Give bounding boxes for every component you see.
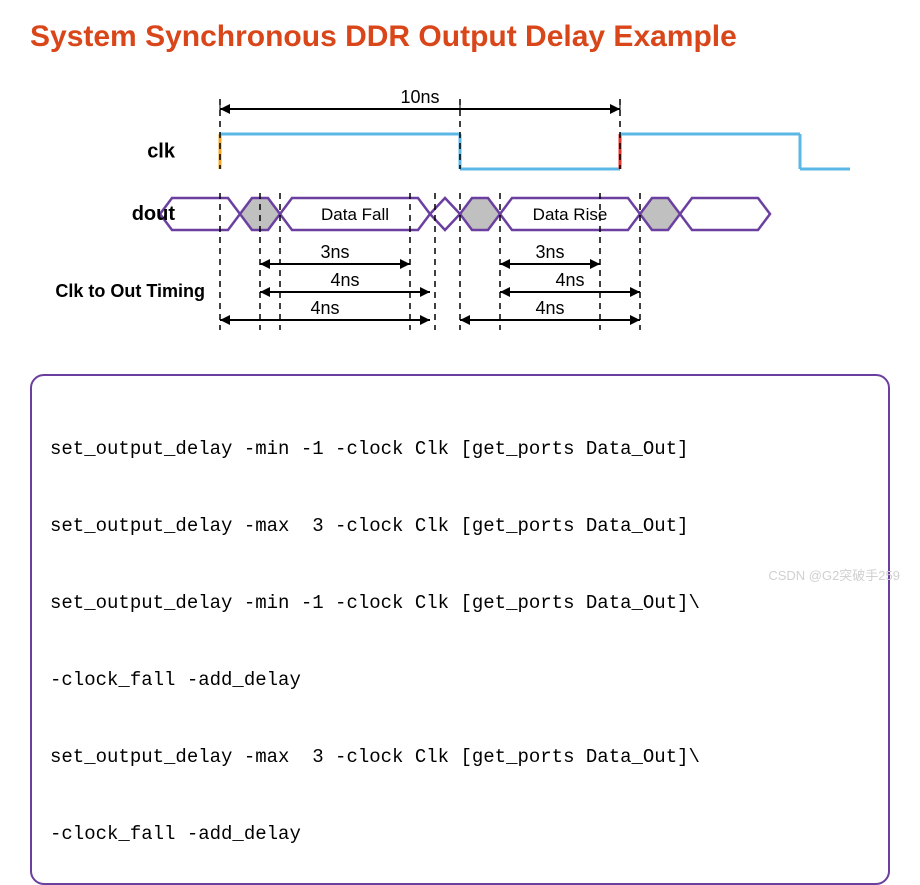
svg-text:Data Fall: Data Fall xyxy=(321,205,389,224)
code-line: -clock_fall -add_delay xyxy=(50,668,870,694)
svg-text:4ns: 4ns xyxy=(310,298,339,318)
svg-text:Data Rise: Data Rise xyxy=(533,205,608,224)
timing-svg: 10ns clk Data Fall Data Rise dout Clk to Out … xyxy=(30,74,890,354)
svg-text:4ns: 4ns xyxy=(535,298,564,318)
svg-text:10ns: 10ns xyxy=(400,87,439,107)
svg-text:4ns: 4ns xyxy=(555,270,584,290)
code-line: set_output_delay -max 3 -clock Clk [get_… xyxy=(50,514,870,540)
page-title: System Synchronous DDR Output Delay Exam… xyxy=(30,20,890,54)
code-line: -clock_fall -add_delay xyxy=(50,822,870,848)
svg-text:Clk to Out Timing: Clk to Out Timing xyxy=(55,281,205,301)
svg-text:4ns: 4ns xyxy=(330,270,359,290)
code-line: set_output_delay -min -1 -clock Clk [get… xyxy=(50,437,870,463)
code-line: set_output_delay -max 3 -clock Clk [get_… xyxy=(50,745,870,771)
svg-text:3ns: 3ns xyxy=(320,242,349,262)
code-block: set_output_delay -min -1 -clock Clk [get… xyxy=(30,374,890,885)
timing-diagram: 10ns clk Data Fall Data Rise dout Clk to Out … xyxy=(30,74,890,354)
svg-text:3ns: 3ns xyxy=(535,242,564,262)
svg-text:dout: dout xyxy=(132,203,176,225)
code-line: set_output_delay -min -1 -clock Clk [get… xyxy=(50,591,870,617)
svg-text:clk: clk xyxy=(147,141,176,163)
watermark: CSDN @G2突破手259 xyxy=(768,565,900,584)
